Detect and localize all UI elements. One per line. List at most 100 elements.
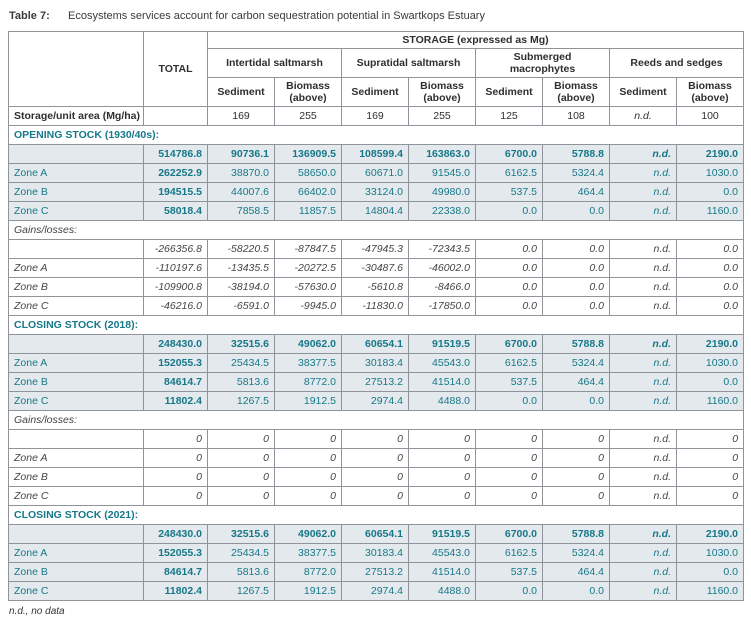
value-cell: 464.4 bbox=[542, 562, 610, 582]
value-cell: 41514.0 bbox=[408, 562, 476, 582]
value-cell: 5324.4 bbox=[542, 163, 610, 183]
value-cell: 8772.0 bbox=[274, 372, 342, 392]
value-cell: n.d. bbox=[609, 201, 677, 221]
value-cell: 2190.0 bbox=[675, 144, 745, 164]
value-cell: 60671.0 bbox=[341, 163, 409, 183]
value-cell: 0 bbox=[207, 429, 275, 449]
section-header-row: Gains/losses: bbox=[7, 410, 745, 430]
value-cell: 0 bbox=[207, 448, 275, 468]
total-value: 58018.4 bbox=[143, 201, 208, 221]
table-row: Zone A -110197.6 -13435.5 -20272.5 -30487.6-… bbox=[8, 258, 745, 278]
value-cell: 0 bbox=[675, 467, 745, 487]
value-cell: 0 bbox=[408, 448, 476, 468]
value-cell: n.d. bbox=[609, 163, 677, 183]
total-value: 11802.4 bbox=[143, 581, 208, 601]
corner-cell bbox=[8, 31, 144, 107]
value-cell: 0.0 bbox=[475, 277, 543, 297]
row-label bbox=[8, 429, 144, 449]
value-cell: 41514.0 bbox=[408, 372, 476, 392]
total-value: 248430.0 bbox=[143, 334, 208, 354]
value-cell: 45543.0 bbox=[408, 543, 476, 563]
value-cell: 1160.0 bbox=[675, 201, 745, 221]
row-label: Zone C bbox=[8, 391, 144, 411]
value-cell: 0 bbox=[542, 448, 610, 468]
total-value: 248430.0 bbox=[143, 524, 208, 544]
total-value: -110197.6 bbox=[143, 258, 208, 278]
value-cell: 5788.8 bbox=[542, 524, 610, 544]
value-cell: 537.5 bbox=[475, 182, 543, 202]
value-cell: n.d. bbox=[609, 182, 677, 202]
value-cell: 49062.0 bbox=[274, 334, 342, 354]
total-value: 194515.5 bbox=[143, 182, 208, 202]
row-label: Zone A bbox=[8, 543, 144, 563]
value-cell: 5813.6 bbox=[207, 372, 275, 392]
value-cell: 0 bbox=[475, 486, 543, 506]
table-row: Zone C 11802.4 1267.5 1912.5 2974.4 4488.0 0.0… bbox=[8, 581, 745, 601]
table-row: -266356.8 -58220.5 -87847.5 -47945.3 -72343.… bbox=[8, 239, 745, 259]
value-cell: n.d. bbox=[609, 144, 677, 164]
value-cell: 2190.0 bbox=[675, 524, 745, 544]
section-header-row: Gains/losses: bbox=[7, 220, 745, 240]
value-cell: -72343.5 bbox=[408, 239, 476, 259]
table-row: Zone B 194515.5 44007.6 66402.0 33124.0 49980… bbox=[8, 182, 745, 202]
value-cell: 0 bbox=[408, 486, 476, 506]
value-cell: 1030.0 bbox=[675, 163, 745, 183]
value-cell: -5610.8 bbox=[341, 277, 409, 297]
row-label bbox=[8, 334, 144, 354]
value-cell: n.d. bbox=[609, 543, 677, 563]
value-cell: 27513.2 bbox=[341, 372, 409, 392]
value-cell: 6700.0 bbox=[475, 144, 543, 164]
value-cell: 0.0 bbox=[475, 201, 543, 221]
unit-area-value: 125 bbox=[475, 106, 543, 126]
value-cell: 4488.0 bbox=[408, 391, 476, 411]
value-cell: 0 bbox=[542, 467, 610, 487]
value-cell: n.d. bbox=[609, 258, 677, 278]
total-value: -46216.0 bbox=[143, 296, 208, 316]
table-row: Zone A 152055.3 25434.5 38377.5 30183.4 45543… bbox=[8, 543, 745, 563]
value-cell: 0 bbox=[475, 448, 543, 468]
row-label: Zone A bbox=[8, 258, 144, 278]
value-cell: -87847.5 bbox=[274, 239, 342, 259]
value-cell: 0.0 bbox=[542, 581, 610, 601]
value-cell: 38377.5 bbox=[274, 543, 342, 563]
value-cell: 0 bbox=[408, 467, 476, 487]
value-cell: 0 bbox=[341, 486, 409, 506]
total-value: 514786.8 bbox=[143, 144, 208, 164]
table-row: Zone A 152055.3 25434.5 38377.5 30183.4 45543… bbox=[8, 353, 745, 373]
section-title: CLOSING STOCK (2021): bbox=[7, 505, 745, 525]
total-value: 84614.7 bbox=[143, 562, 208, 582]
value-cell: 6700.0 bbox=[475, 334, 543, 354]
value-cell: 25434.5 bbox=[207, 353, 275, 373]
value-cell: 0.0 bbox=[542, 201, 610, 221]
row-label bbox=[8, 144, 144, 164]
table-row: 514786.8 90736.1 136909.5 108599.4 163863.0 6… bbox=[8, 144, 745, 164]
total-value: 84614.7 bbox=[143, 372, 208, 392]
value-cell: 0 bbox=[341, 467, 409, 487]
value-cell: 33124.0 bbox=[341, 182, 409, 202]
table-row: Zone C 58018.4 7858.5 11857.5 14804.4 22338.0… bbox=[8, 201, 745, 221]
subheader-biomass: Biomass (above) bbox=[408, 77, 476, 107]
section-header-row: CLOSING STOCK (2021): bbox=[7, 505, 745, 525]
table-row: Zone B 0 0 0 0 0 0 0 n.d. 0 bbox=[8, 467, 745, 487]
value-cell: 0 bbox=[341, 448, 409, 468]
value-cell: -58220.5 bbox=[207, 239, 275, 259]
total-value: -266356.8 bbox=[143, 239, 208, 259]
subheader-biomass: Biomass (above) bbox=[274, 77, 342, 107]
section-header-row: OPENING STOCK (1930/40s): bbox=[7, 125, 745, 145]
value-cell: 7858.5 bbox=[207, 201, 275, 221]
table-caption-text: Ecosystems services account for carbon s… bbox=[68, 10, 485, 22]
unit-area-value: 108 bbox=[542, 106, 610, 126]
value-cell: n.d. bbox=[609, 296, 677, 316]
value-cell: 4488.0 bbox=[408, 581, 476, 601]
value-cell: 5324.4 bbox=[542, 543, 610, 563]
value-cell: -9945.0 bbox=[274, 296, 342, 316]
value-cell: 1030.0 bbox=[675, 353, 745, 373]
total-value: 152055.3 bbox=[143, 353, 208, 373]
unit-area-value: 169 bbox=[341, 106, 409, 126]
value-cell: 0 bbox=[341, 429, 409, 449]
value-cell: 537.5 bbox=[475, 562, 543, 582]
group-header-intertidal: Intertidal saltmarsh bbox=[207, 48, 342, 78]
total-value: 0 bbox=[143, 467, 208, 487]
value-cell: 0.0 bbox=[675, 562, 745, 582]
value-cell: 91545.0 bbox=[408, 163, 476, 183]
